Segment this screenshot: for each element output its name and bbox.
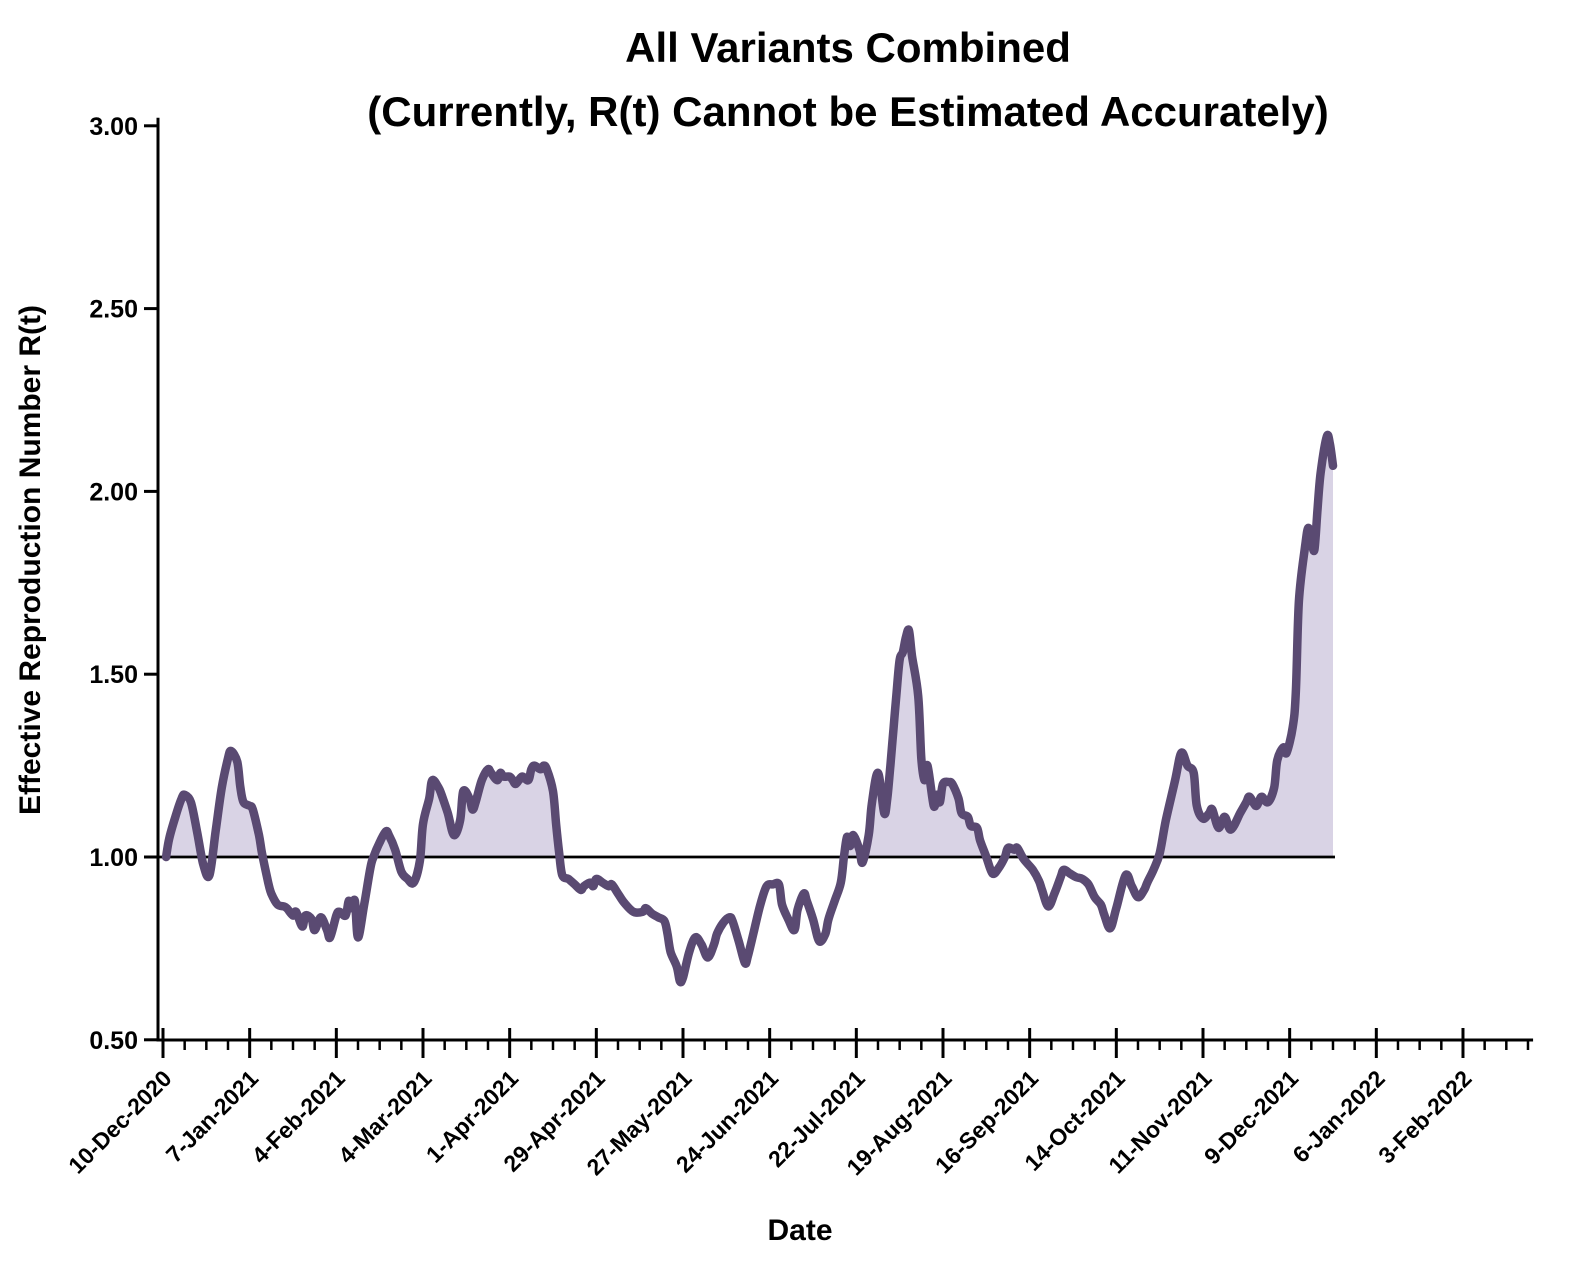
x-axis-title: Date [767, 1214, 832, 1247]
x-tick-label: 10-Dec-2020 [63, 1065, 176, 1178]
y-tick-label: 1.50 [89, 661, 138, 689]
y-tick-label: 0.50 [89, 1027, 138, 1055]
y-tick-label: 1.00 [89, 844, 138, 872]
y-tick-label: 2.50 [89, 296, 138, 324]
y-tick-label: 3.00 [89, 113, 138, 141]
area-fill [166, 434, 1333, 857]
chart-title-line2: (Currently, R(t) Cannot be Estimated Acc… [367, 88, 1328, 135]
chart-title-line1: All Variants Combined [625, 24, 1071, 71]
x-tick-label: 4-Mar-2021 [333, 1065, 437, 1169]
rt-curve [161, 430, 1338, 987]
y-tick-label: 2.00 [89, 478, 138, 506]
x-tick-label: 9-Dec-2021 [1199, 1065, 1303, 1169]
x-tick-label: 4-Feb-2021 [246, 1065, 350, 1169]
plot-area: 3.002.502.001.501.000.5010-Dec-20207-Jan… [63, 113, 1534, 1180]
y-axis-title: Effective Reproduction Number R(t) [14, 305, 47, 815]
x-tick-label: 3-Feb-2022 [1373, 1065, 1476, 1168]
